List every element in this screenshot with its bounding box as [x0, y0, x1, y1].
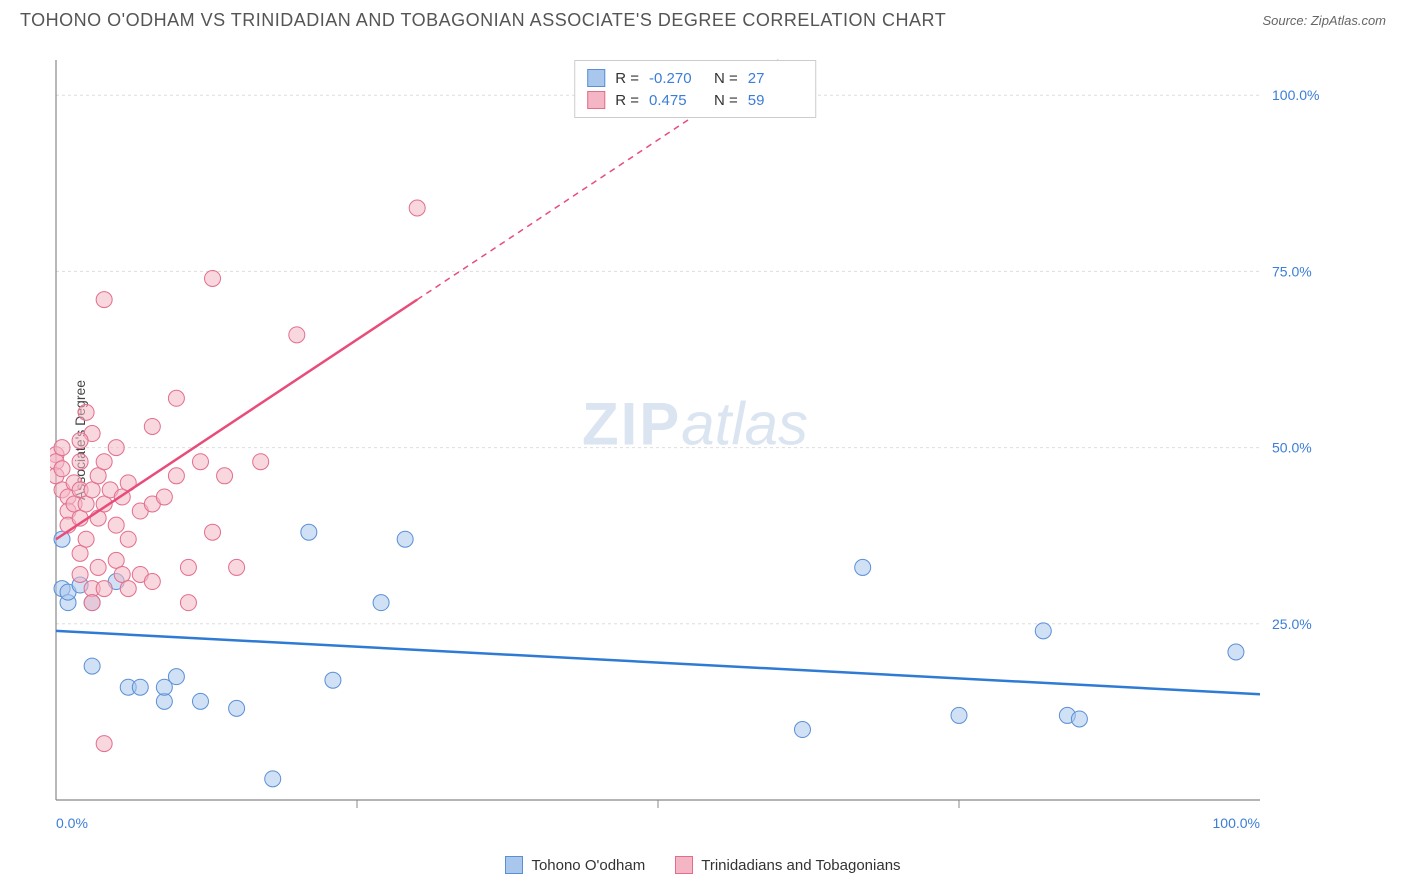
stat-n-label: N =: [714, 92, 738, 109]
legend-item-tohono: Tohono O'odham: [505, 856, 645, 874]
source-attribution: Source: ZipAtlas.com: [1262, 13, 1386, 28]
stats-row: R = 0.475 N = 59: [587, 89, 803, 111]
legend-item-trinidad: Trinidadians and Tobagonians: [675, 856, 900, 874]
svg-text:0.0%: 0.0%: [56, 815, 88, 831]
stats-row: R = -0.270 N = 27: [587, 67, 803, 89]
svg-text:25.0%: 25.0%: [1272, 616, 1312, 632]
stats-swatch-icon: [587, 69, 605, 87]
legend-swatch-icon: [505, 856, 523, 874]
stat-n-value: 59: [748, 92, 803, 109]
legend-label: Trinidadians and Tobagonians: [701, 857, 900, 874]
chart-area: Associate's Degree ZIPatlas 25.0%50.0%75…: [50, 40, 1340, 840]
stats-swatch-icon: [587, 91, 605, 109]
stat-r-label: R =: [615, 70, 639, 87]
legend: Tohono O'odham Trinidadians and Tobagoni…: [0, 856, 1406, 874]
svg-text:75.0%: 75.0%: [1272, 263, 1312, 279]
scatter-plot: 25.0% 50.0% 75.0% 100.0% 0.0% 100.0%: [50, 40, 1340, 840]
svg-text:50.0%: 50.0%: [1272, 440, 1312, 456]
stat-r-value: -0.270: [649, 70, 704, 87]
svg-text:100.0%: 100.0%: [1272, 87, 1319, 103]
svg-text:100.0%: 100.0%: [1213, 815, 1260, 831]
stat-r-label: R =: [615, 92, 639, 109]
stat-n-value: 27: [748, 70, 803, 87]
chart-title: TOHONO O'ODHAM VS TRINIDADIAN AND TOBAGO…: [20, 10, 946, 31]
legend-label: Tohono O'odham: [531, 857, 645, 874]
legend-swatch-icon: [675, 856, 693, 874]
stat-r-value: 0.475: [649, 92, 704, 109]
stats-box: R = -0.270 N = 27 R = 0.475 N = 59: [574, 60, 816, 118]
stat-n-label: N =: [714, 70, 738, 87]
